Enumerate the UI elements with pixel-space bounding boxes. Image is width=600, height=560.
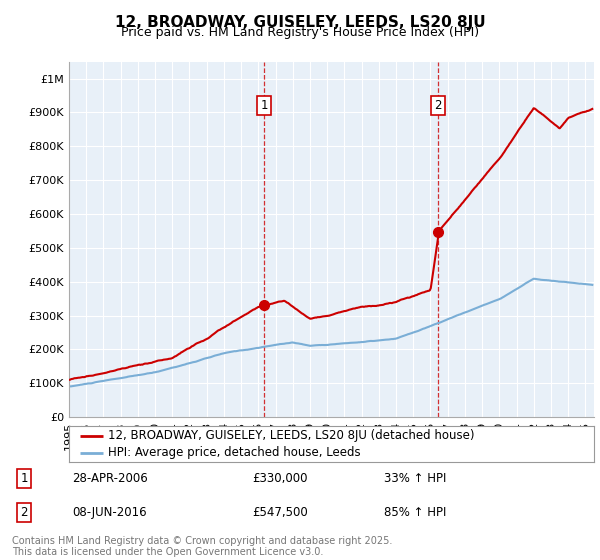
Text: 12, BROADWAY, GUISELEY, LEEDS, LS20 8JU: 12, BROADWAY, GUISELEY, LEEDS, LS20 8JU: [115, 15, 485, 30]
Text: £330,000: £330,000: [252, 472, 308, 486]
Text: 08-JUN-2016: 08-JUN-2016: [72, 506, 146, 519]
Text: 1: 1: [260, 99, 268, 112]
Text: 2: 2: [434, 99, 442, 112]
Text: £547,500: £547,500: [252, 506, 308, 519]
Text: 2: 2: [20, 506, 28, 519]
Text: 28-APR-2006: 28-APR-2006: [72, 472, 148, 486]
Text: Price paid vs. HM Land Registry's House Price Index (HPI): Price paid vs. HM Land Registry's House …: [121, 26, 479, 39]
Text: Contains HM Land Registry data © Crown copyright and database right 2025.
This d: Contains HM Land Registry data © Crown c…: [12, 535, 392, 557]
Text: 33% ↑ HPI: 33% ↑ HPI: [384, 472, 446, 486]
Text: 85% ↑ HPI: 85% ↑ HPI: [384, 506, 446, 519]
Text: HPI: Average price, detached house, Leeds: HPI: Average price, detached house, Leed…: [109, 446, 361, 459]
Text: 1: 1: [20, 472, 28, 486]
Text: 12, BROADWAY, GUISELEY, LEEDS, LS20 8JU (detached house): 12, BROADWAY, GUISELEY, LEEDS, LS20 8JU …: [109, 430, 475, 442]
